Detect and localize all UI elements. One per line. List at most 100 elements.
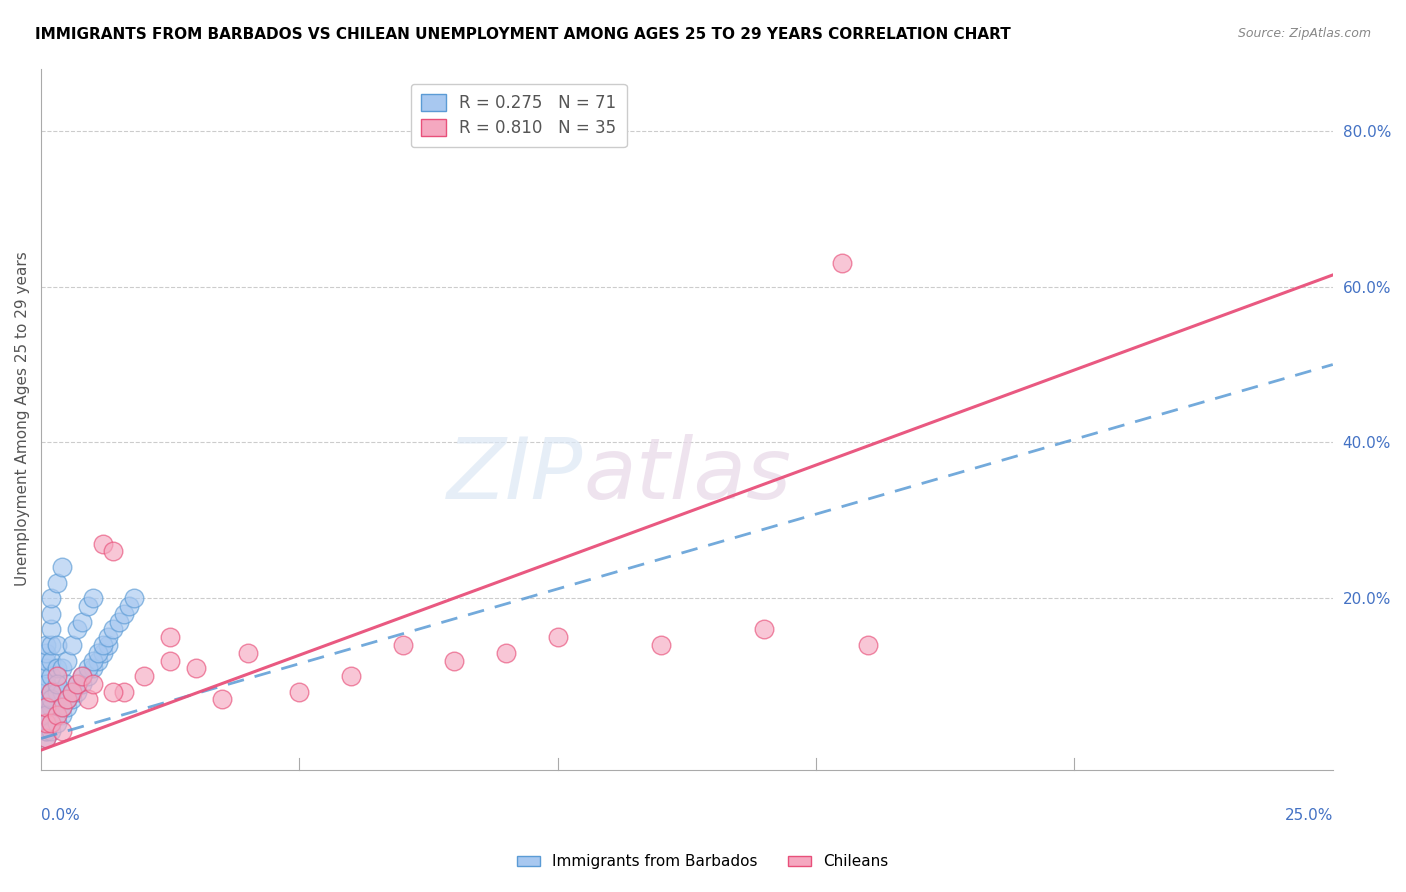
Point (856, 638, 879, 652)
Point (41, 723, 63, 738)
Point (41, 700, 63, 714)
Point (159, 654, 181, 668)
Point (66, 677, 89, 691)
Point (91, 537, 114, 551)
Point (35, 708, 58, 723)
Point (51, 700, 73, 714)
Point (51, 661, 73, 675)
Point (35, 669, 58, 683)
Point (391, 638, 413, 652)
Point (35, 654, 58, 668)
Point (35, 723, 58, 738)
Point (51, 560, 73, 574)
Y-axis label: Unemployment Among Ages 25 to 29 years: Unemployment Among Ages 25 to 29 years (15, 252, 30, 586)
Point (184, 661, 207, 675)
Legend: Immigrants from Barbados, Chileans: Immigrants from Barbados, Chileans (512, 848, 894, 875)
Point (82, 654, 104, 668)
Point (41, 654, 63, 668)
Point (495, 646, 517, 660)
Text: IMMIGRANTS FROM BARBADOS VS CHILEAN UNEMPLOYMENT AMONG AGES 25 TO 29 YEARS CORRE: IMMIGRANTS FROM BARBADOS VS CHILEAN UNEM… (35, 27, 1011, 42)
Point (103, 684, 125, 698)
Point (134, 669, 156, 683)
Point (41, 692, 63, 706)
Legend: R = 0.275   N = 71, R = 0.810   N = 35: R = 0.275 N = 71, R = 0.810 N = 35 (411, 84, 627, 147)
Point (76, 599, 98, 613)
Point (56, 654, 79, 668)
Point (72, 669, 94, 683)
Text: 25.0%: 25.0% (1285, 808, 1333, 823)
Point (76, 692, 98, 706)
Point (35, 677, 58, 691)
Point (35, 731, 58, 746)
Point (35, 715, 58, 730)
Point (35, 700, 58, 714)
Point (56, 692, 79, 706)
Point (41, 684, 63, 698)
Point (41, 684, 63, 698)
Point (87, 654, 110, 668)
Point (45, 708, 67, 723)
Point (91, 638, 114, 652)
Text: Source: ZipAtlas.com: Source: ZipAtlas.com (1237, 27, 1371, 40)
Point (72, 669, 94, 683)
Point (51, 708, 73, 723)
Point (122, 591, 145, 606)
Point (45, 575, 67, 590)
Point (103, 623, 125, 637)
Point (35, 692, 58, 706)
Point (650, 638, 672, 652)
Point (97, 638, 120, 652)
Point (51, 723, 73, 738)
Point (35, 708, 58, 723)
Point (831, 256, 853, 270)
Point (288, 684, 311, 698)
Point (82, 591, 104, 606)
Point (45, 684, 67, 698)
Point (66, 684, 89, 698)
Point (60, 684, 83, 698)
Point (41, 638, 63, 652)
Point (45, 715, 67, 730)
Point (35, 723, 58, 738)
Point (41, 715, 63, 730)
Point (35, 700, 58, 714)
Point (72, 615, 94, 629)
Point (66, 677, 89, 691)
Point (82, 677, 104, 691)
Point (103, 544, 125, 558)
Point (35, 646, 58, 660)
Point (547, 630, 569, 644)
Point (45, 669, 67, 683)
Point (35, 715, 58, 730)
Text: ZIP: ZIP (447, 434, 583, 516)
Point (159, 630, 181, 644)
Point (443, 654, 465, 668)
Point (41, 591, 63, 606)
Point (35, 684, 58, 698)
Text: atlas: atlas (583, 434, 792, 516)
Point (72, 677, 94, 691)
Point (112, 607, 135, 621)
Point (76, 661, 98, 675)
Point (45, 661, 67, 675)
Point (107, 615, 129, 629)
Point (45, 638, 67, 652)
Point (56, 700, 79, 714)
Point (82, 661, 104, 675)
Point (236, 646, 259, 660)
Point (76, 669, 98, 683)
Point (56, 677, 79, 691)
Point (60, 692, 83, 706)
Point (66, 623, 89, 637)
Point (41, 669, 63, 683)
Point (51, 684, 73, 698)
Point (41, 623, 63, 637)
Point (35, 677, 58, 691)
Point (91, 646, 114, 660)
Point (45, 708, 67, 723)
Point (35, 638, 58, 652)
Point (35, 731, 58, 746)
Point (56, 692, 79, 706)
Point (754, 623, 776, 637)
Point (60, 638, 83, 652)
